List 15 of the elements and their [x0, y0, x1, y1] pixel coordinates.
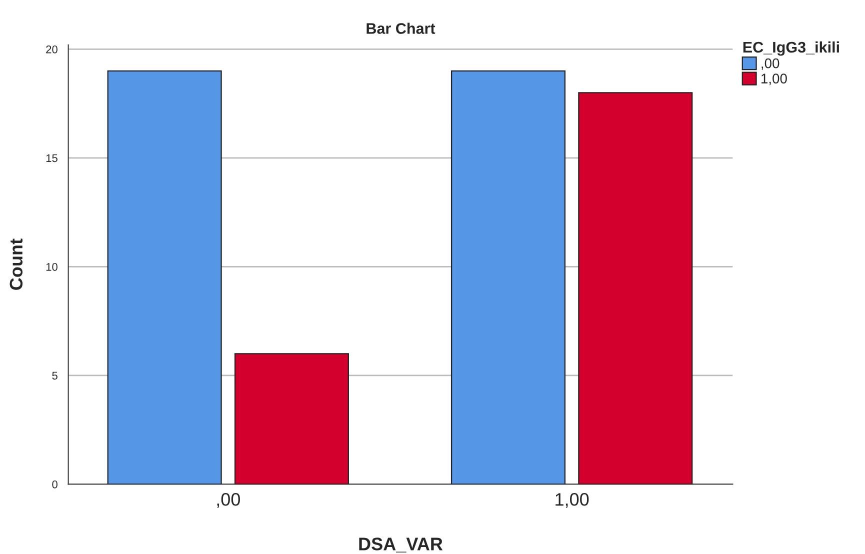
legend-title: EC_IgG3_ikili — [743, 41, 839, 56]
chart-title: Bar Chart — [366, 22, 436, 34]
bar — [450, 70, 566, 484]
y-tick-label: 0 — [52, 480, 58, 488]
legend-label: ,00 — [762, 58, 780, 70]
y-tick-label: 10 — [46, 262, 58, 271]
y-axis-title: Count — [10, 238, 23, 290]
bar — [107, 70, 222, 484]
y-tick-label: 15 — [46, 154, 58, 162]
y-tick-label: 5 — [52, 372, 58, 380]
bar — [234, 353, 349, 484]
y-tick-label: 20 — [46, 45, 58, 54]
bar — [578, 92, 693, 484]
legend-label: 1,00 — [761, 74, 787, 86]
x-axis-title: DSA_VAR — [359, 538, 443, 552]
